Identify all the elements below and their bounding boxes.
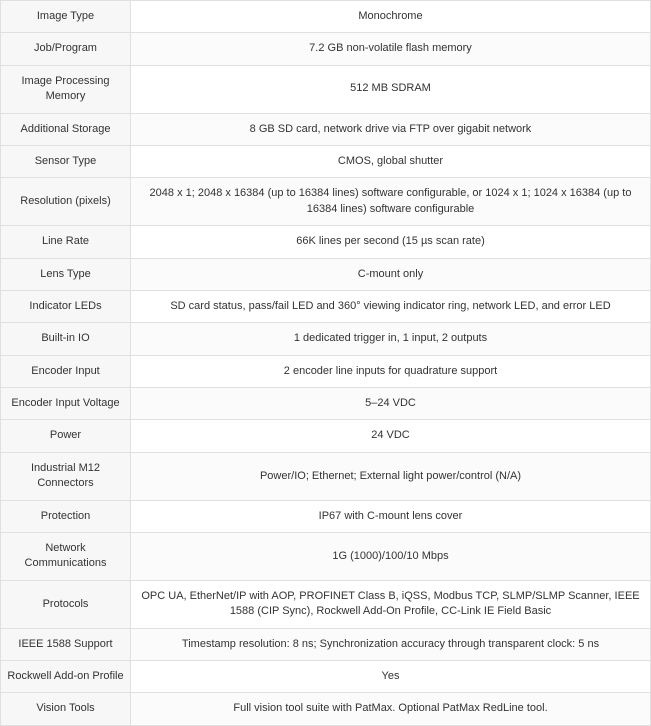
spec-value: Full vision tool suite with PatMax. Opti…	[131, 693, 651, 725]
spec-table: Image TypeMonochromeJob/Program7.2 GB no…	[0, 0, 651, 726]
table-row: Image Processing Memory512 MB SDRAM	[1, 65, 651, 113]
spec-label: Vision Tools	[1, 693, 131, 725]
spec-value: 66K lines per second (15 µs scan rate)	[131, 226, 651, 258]
table-row: Image TypeMonochrome	[1, 1, 651, 33]
table-row: Encoder Input Voltage5–24 VDC	[1, 388, 651, 420]
table-row: Line Rate66K lines per second (15 µs sca…	[1, 226, 651, 258]
table-row: Sensor TypeCMOS, global shutter	[1, 145, 651, 177]
spec-value: OPC UA, EtherNet/IP with AOP, PROFINET C…	[131, 580, 651, 628]
spec-label: IEEE 1588 Support	[1, 628, 131, 660]
spec-label: Rockwell Add-on Profile	[1, 660, 131, 692]
table-row: Industrial M12 ConnectorsPower/IO; Ether…	[1, 452, 651, 500]
table-row: Additional Storage8 GB SD card, network …	[1, 113, 651, 145]
spec-label: Line Rate	[1, 226, 131, 258]
spec-label: Additional Storage	[1, 113, 131, 145]
spec-label: Industrial M12 Connectors	[1, 452, 131, 500]
table-row: Vision ToolsFull vision tool suite with …	[1, 693, 651, 725]
table-row: ProtocolsOPC UA, EtherNet/IP with AOP, P…	[1, 580, 651, 628]
spec-label: Protection	[1, 500, 131, 532]
spec-label: Protocols	[1, 580, 131, 628]
spec-value: IP67 with C-mount lens cover	[131, 500, 651, 532]
spec-label: Power	[1, 420, 131, 452]
spec-value: SD card status, pass/fail LED and 360° v…	[131, 290, 651, 322]
spec-table-body: Image TypeMonochromeJob/Program7.2 GB no…	[1, 1, 651, 726]
spec-label: Resolution (pixels)	[1, 178, 131, 226]
table-row: Resolution (pixels)2048 x 1; 2048 x 1638…	[1, 178, 651, 226]
spec-value: Yes	[131, 660, 651, 692]
spec-value: Timestamp resolution: 8 ns; Synchronizat…	[131, 628, 651, 660]
spec-value: C-mount only	[131, 258, 651, 290]
table-row: Power24 VDC	[1, 420, 651, 452]
spec-value: 2048 x 1; 2048 x 16384 (up to 16384 line…	[131, 178, 651, 226]
spec-value: Power/IO; Ethernet; External light power…	[131, 452, 651, 500]
spec-label: Image Processing Memory	[1, 65, 131, 113]
spec-value: 24 VDC	[131, 420, 651, 452]
table-row: Lens TypeC-mount only	[1, 258, 651, 290]
table-row: ProtectionIP67 with C-mount lens cover	[1, 500, 651, 532]
spec-label: Built-in IO	[1, 323, 131, 355]
spec-value: CMOS, global shutter	[131, 145, 651, 177]
spec-label: Sensor Type	[1, 145, 131, 177]
spec-value: 2 encoder line inputs for quadrature sup…	[131, 355, 651, 387]
spec-value: Monochrome	[131, 1, 651, 33]
table-row: Indicator LEDsSD card status, pass/fail …	[1, 290, 651, 322]
spec-value: 1 dedicated trigger in, 1 input, 2 outpu…	[131, 323, 651, 355]
table-row: IEEE 1588 SupportTimestamp resolution: 8…	[1, 628, 651, 660]
table-row: Rockwell Add-on ProfileYes	[1, 660, 651, 692]
table-row: Network Communications1G (1000)/100/10 M…	[1, 533, 651, 581]
spec-value: 8 GB SD card, network drive via FTP over…	[131, 113, 651, 145]
spec-label: Indicator LEDs	[1, 290, 131, 322]
spec-label: Lens Type	[1, 258, 131, 290]
table-row: Built-in IO1 dedicated trigger in, 1 inp…	[1, 323, 651, 355]
spec-label: Network Communications	[1, 533, 131, 581]
spec-label: Job/Program	[1, 33, 131, 65]
spec-value: 7.2 GB non-volatile flash memory	[131, 33, 651, 65]
spec-value: 5–24 VDC	[131, 388, 651, 420]
spec-label: Image Type	[1, 1, 131, 33]
spec-label: Encoder Input Voltage	[1, 388, 131, 420]
spec-label: Encoder Input	[1, 355, 131, 387]
table-row: Encoder Input2 encoder line inputs for q…	[1, 355, 651, 387]
table-row: Job/Program7.2 GB non-volatile flash mem…	[1, 33, 651, 65]
spec-value: 512 MB SDRAM	[131, 65, 651, 113]
spec-value: 1G (1000)/100/10 Mbps	[131, 533, 651, 581]
